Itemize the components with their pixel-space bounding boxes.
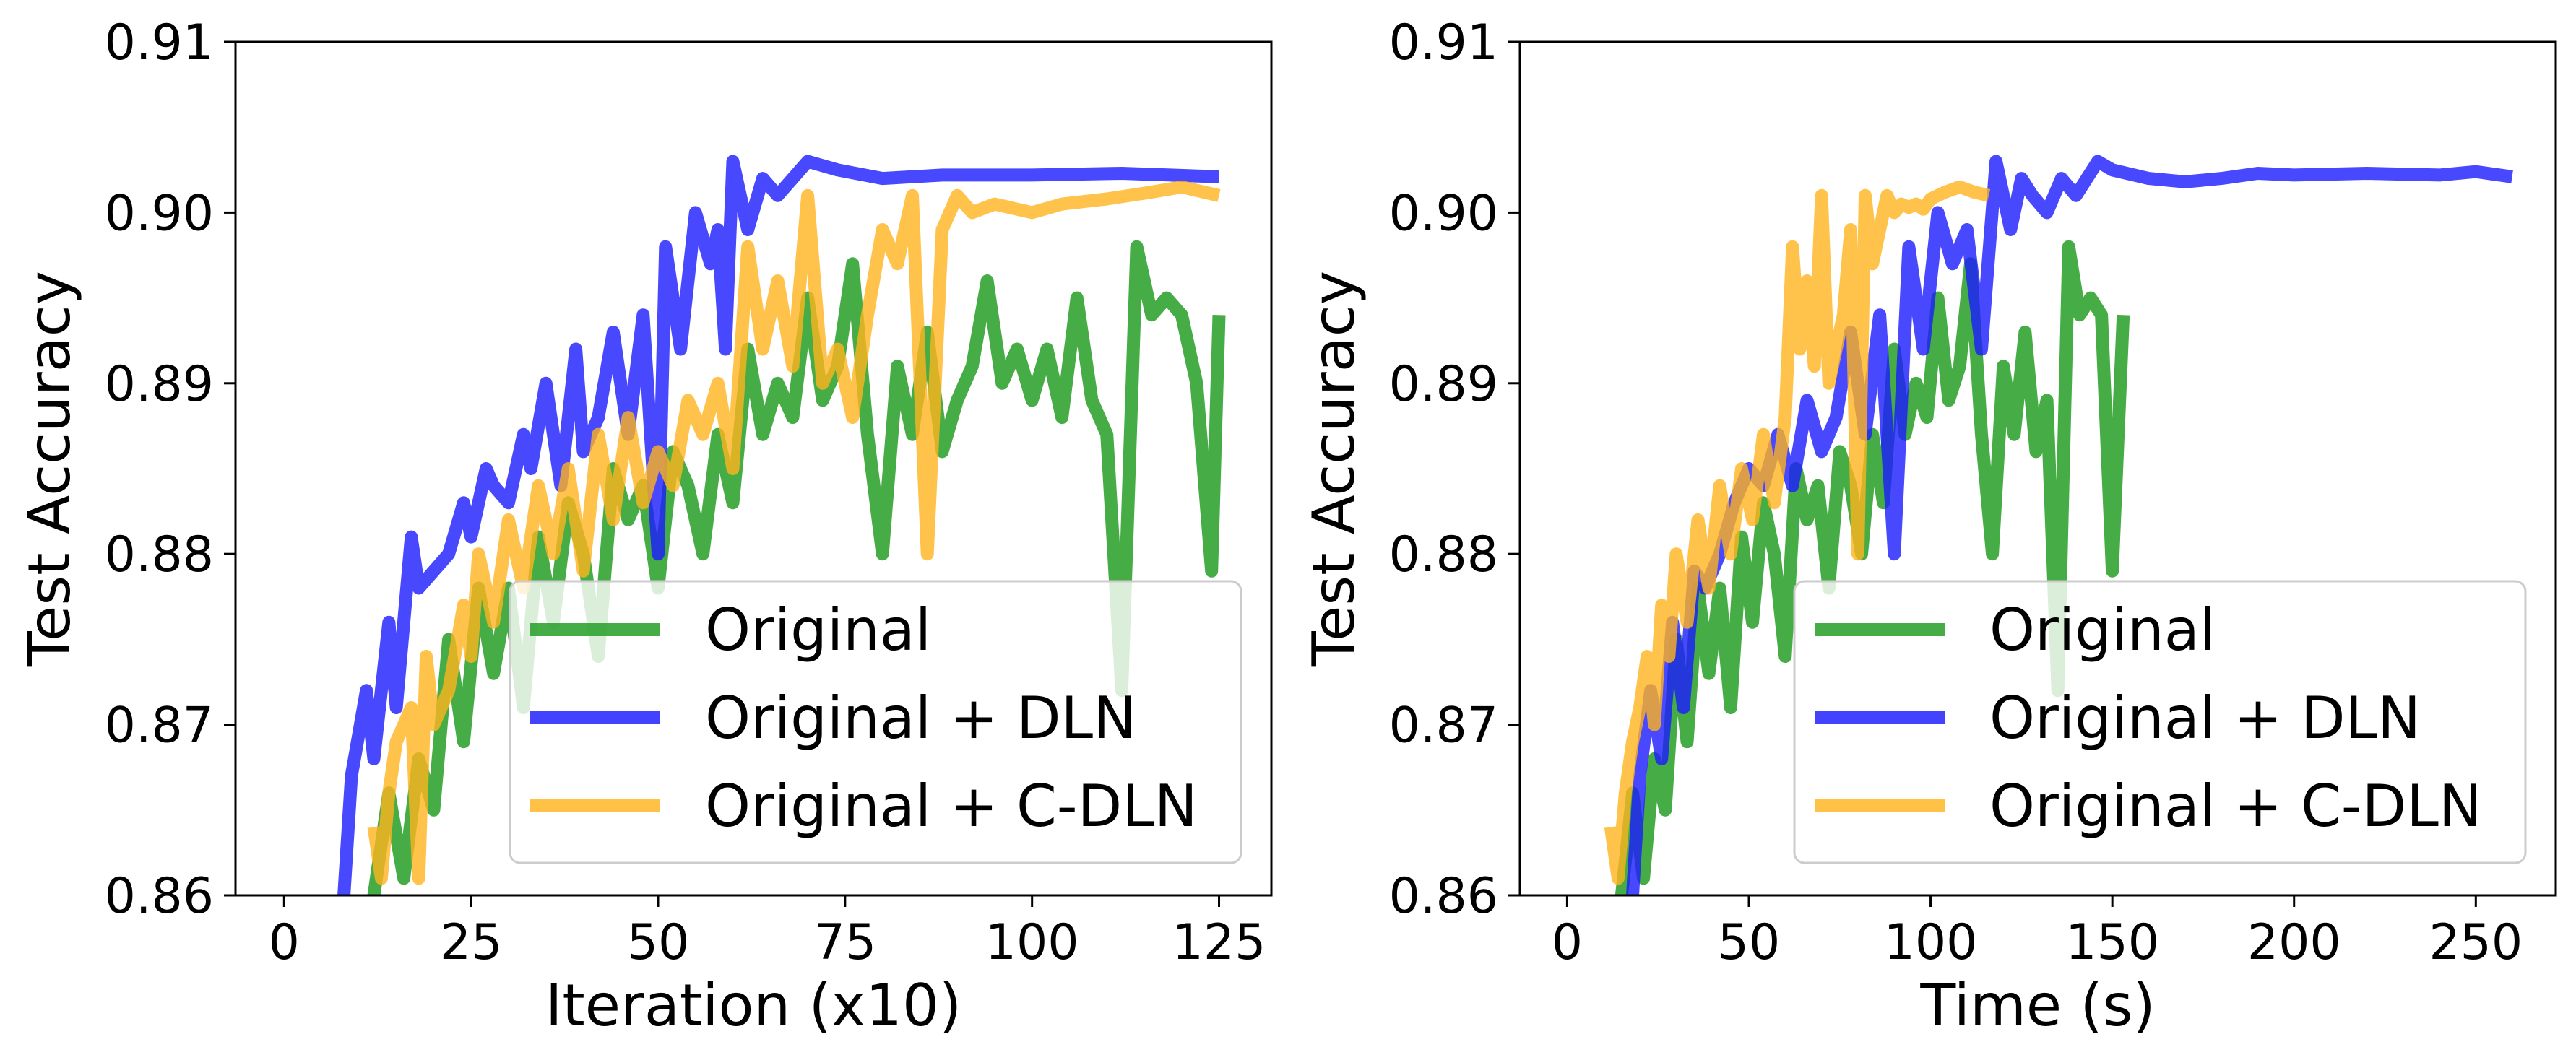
- y-tick-label: 0.88: [1389, 526, 1498, 583]
- x-tick-label: 250: [2429, 914, 2523, 971]
- x-tick-label: 0: [269, 914, 300, 971]
- legend-label-original: Original: [1989, 596, 2216, 664]
- y-tick-label: 0.91: [105, 14, 214, 71]
- x-tick-label: 200: [2247, 914, 2341, 971]
- y-tick-label: 0.91: [1389, 14, 1498, 71]
- x-tick-label: 150: [2065, 914, 2159, 971]
- legend-box: [509, 580, 1242, 864]
- legend-label-dln: Original + DLN: [705, 685, 1136, 752]
- y-tick-label: 0.90: [1389, 185, 1498, 242]
- series-line-cdln: [1604, 180, 1991, 885]
- y-axis-label: Test Accuracy: [1300, 271, 1367, 667]
- series-line-dln: [337, 155, 1219, 895]
- y-axis-label: Test Accuracy: [16, 271, 83, 667]
- x-tick-label: 100: [985, 914, 1079, 971]
- plot-frame: [234, 40, 1273, 897]
- y-tick-label: 0.87: [1389, 698, 1498, 755]
- x-axis-label: Iteration (x10): [545, 972, 961, 1039]
- chart-time: 0.86 0.87 0.88 0.89 0.90 0.91 0 50 100 150 200 250…: [1300, 14, 2557, 1039]
- series-line-original: [1615, 240, 2130, 895]
- y-tick-label: 0.89: [105, 356, 214, 413]
- y-tick-label: 0.90: [105, 185, 214, 242]
- x-tick-label: 0: [1552, 914, 1583, 971]
- y-tick-label: 0.86: [1389, 868, 1498, 925]
- x-tick-label: 50: [627, 914, 690, 971]
- y-tick-label: 0.88: [105, 526, 214, 583]
- y-tick-label: 0.87: [105, 698, 214, 755]
- x-tick-label: 125: [1172, 914, 1266, 971]
- x-tick-label: 75: [814, 914, 877, 971]
- legend-label-cdln: Original + C-DLN: [705, 773, 1198, 840]
- x-axis-label: Time (s): [1919, 972, 2155, 1039]
- x-tick-label: 25: [440, 914, 503, 971]
- chart-iteration: 0.86 0.87 0.88 0.89 0.90 0.91 0 25 50 75 100 125 I…: [16, 14, 1273, 1039]
- legend-box: [1793, 580, 2527, 864]
- series-line-cdln: [367, 180, 1221, 885]
- x-tick-label: 100: [1884, 914, 1978, 971]
- legend-label-original: Original: [705, 596, 931, 664]
- y-tick-label: 0.86: [105, 868, 214, 925]
- plot-frame: [1518, 40, 2557, 897]
- legend-label-dln: Original + DLN: [1989, 685, 2421, 752]
- x-tick-label: 50: [1718, 914, 1781, 971]
- legend-label-cdln: Original + C-DLN: [1989, 773, 2482, 840]
- legend: Original Original + DLN Original + C-DLN: [1793, 580, 2527, 864]
- legend: Original Original + DLN Original + C-DLN: [509, 580, 1242, 864]
- y-tick-label: 0.89: [1389, 356, 1498, 413]
